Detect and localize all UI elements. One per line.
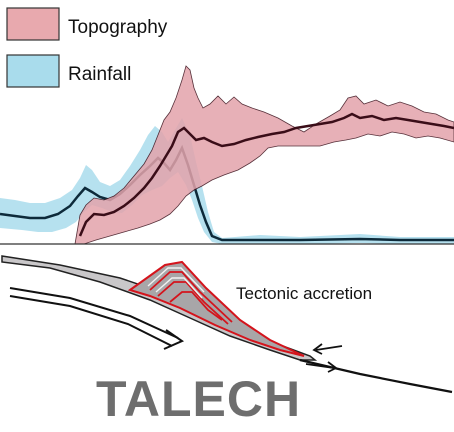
subduction-arrow bbox=[9, 287, 179, 339]
topography-envelope bbox=[74, 65, 454, 245]
rainfall-swatch bbox=[6, 54, 60, 88]
cross-section: Tectonic accretion bbox=[1, 255, 453, 394]
wedge-nappe-inner bbox=[147, 267, 205, 293]
shear-sense-arrows bbox=[305, 343, 343, 373]
wedge-nappe-2 bbox=[157, 281, 229, 325]
talech-wordmark: TALECH bbox=[96, 371, 301, 427]
wedge-nappe-3 bbox=[169, 291, 223, 321]
wedge-nappe-inner-2 bbox=[155, 277, 203, 299]
rainfall-envelope bbox=[0, 118, 454, 244]
subduction-arrow-return bbox=[9, 295, 173, 347]
wedge-nappe-1 bbox=[149, 271, 233, 323]
topography-line bbox=[78, 112, 454, 237]
legend: Topography Rainfall bbox=[6, 7, 168, 88]
tectonic-accretion-label: Tectonic accretion bbox=[236, 284, 372, 303]
topography-legend-label: Topography bbox=[68, 17, 168, 38]
profile-plot bbox=[0, 65, 454, 245]
topography-swatch bbox=[6, 7, 60, 41]
lower-plate-line bbox=[299, 358, 453, 394]
rainfall-legend-label: Rainfall bbox=[68, 64, 131, 85]
subduction-arrowhead bbox=[163, 329, 185, 350]
